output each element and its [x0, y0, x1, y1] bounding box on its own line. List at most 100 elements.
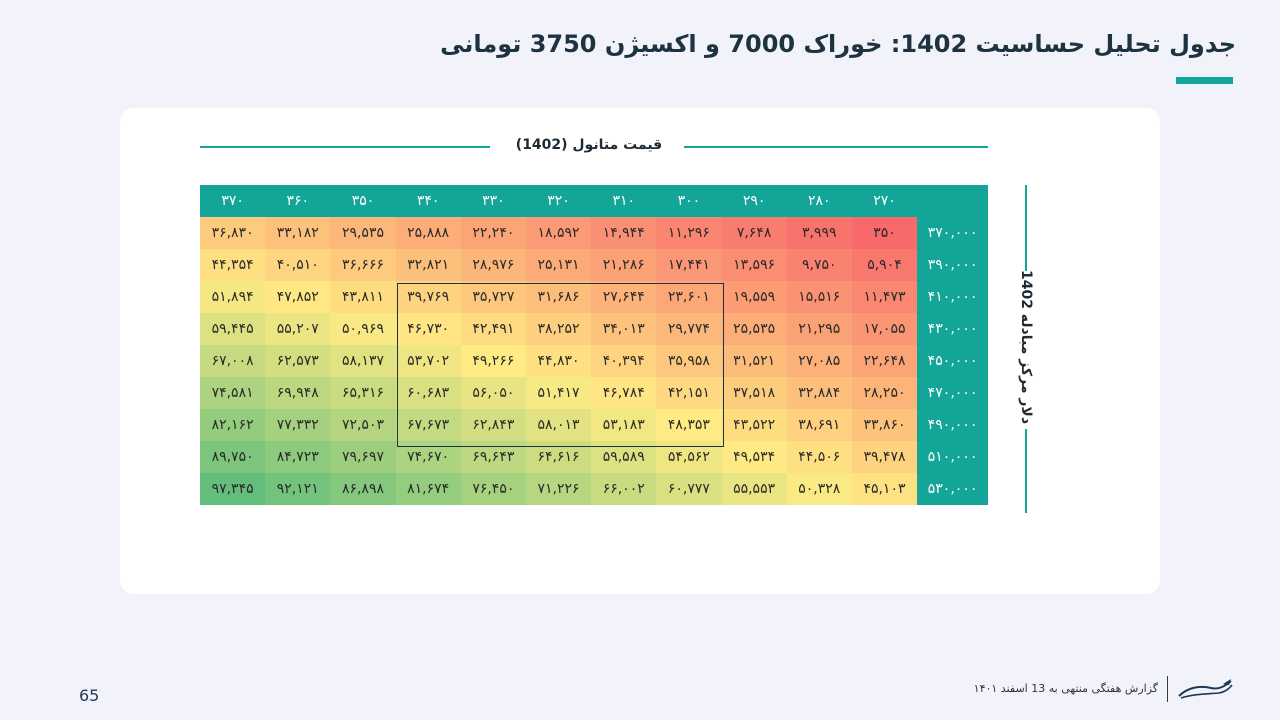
page-number: 65	[79, 686, 100, 705]
table-corner-cell	[917, 185, 989, 217]
table-row: ۴۹۰,۰۰۰ ۳۳,۸۶۰ ۳۸,۶۹۱ ۴۳,۵۲۲ ۴۸,۳۵۳ ۵۳,۱۸۳ ۵۸,…	[200, 409, 989, 441]
heatmap-cell: ۶۶,۰۰۲	[591, 473, 657, 505]
heatmap-cell: ۷,۶۴۸	[721, 217, 787, 249]
heatmap-cell: ۴۵,۱۰۳	[851, 473, 918, 505]
heatmap-cell: ۳۳,۱۸۲	[265, 217, 331, 249]
heatmap-cell: ۴۹,۵۳۴	[721, 441, 787, 473]
heatmap-cell: ۴۶,۷۳۰	[395, 313, 461, 345]
heatmap-cell: ۳۸,۶۹۱	[786, 409, 852, 441]
heatmap-cell: ۵۱,۸۹۴	[200, 281, 266, 313]
heatmap-cell: ۳۶,۸۳۰	[200, 217, 266, 249]
row-header-cell: ۴۳۰,۰۰۰	[917, 313, 989, 345]
heatmap-cell: ۵۵,۲۰۷	[265, 313, 331, 345]
table-row: ۴۷۰,۰۰۰ ۲۸,۲۵۰ ۳۲,۸۸۴ ۳۷,۵۱۸ ۴۲,۱۵۱ ۴۶,۷۸۴ ۵۱,…	[200, 377, 989, 409]
heatmap-cell: ۶۲,۸۴۳	[460, 409, 526, 441]
row-header-cell: ۳۹۰,۰۰۰	[917, 249, 989, 281]
heatmap-cell: ۷۴,۶۷۰	[395, 441, 461, 473]
heatmap-cell: ۴۰,۵۱۰	[265, 249, 331, 281]
heatmap-cell: ۶۹,۹۴۸	[265, 377, 331, 409]
heatmap-cell: ۷۱,۲۲۶	[525, 473, 592, 505]
column-header-cell: ۲۸۰	[786, 185, 852, 217]
heatmap-cell: ۲۵,۱۳۱	[525, 249, 592, 281]
heatmap-cell: ۸۶,۸۹۸	[330, 473, 396, 505]
heatmap-cell: ۶۴,۶۱۶	[525, 441, 592, 473]
column-header-cell: ۲۷۰	[851, 185, 918, 217]
column-header-cell: ۳۰۰	[656, 185, 722, 217]
column-axis-label: قیمت متانول (1402)	[515, 137, 663, 153]
heatmap-cell: ۱۷,۰۵۵	[851, 313, 918, 345]
title-underline	[1176, 77, 1233, 84]
row-header-cell: ۴۹۰,۰۰۰	[917, 409, 989, 441]
heatmap-cell: ۸۹,۷۵۰	[200, 441, 266, 473]
heatmap-cell: ۶۵,۳۱۶	[330, 377, 396, 409]
footer-divider	[1167, 676, 1168, 702]
heatmap-cell: ۷۷,۳۳۲	[265, 409, 331, 441]
row-header-cell: ۵۳۰,۰۰۰	[917, 473, 989, 505]
heatmap-cell: ۱۱,۲۹۶	[656, 217, 722, 249]
column-header-cell: ۳۷۰	[200, 185, 266, 217]
sensitivity-table: ۲۷۰ ۲۸۰ ۲۹۰ ۳۰۰ ۳۱۰ ۳۲۰ ۳۳۰ ۳۴۰ ۳۵۰ ۳۶۰ ۳۷۰ ۳۷۰,۰۰…	[200, 185, 989, 505]
heatmap-cell: ۵۵,۵۵۳	[721, 473, 787, 505]
heatmap-cell: ۳۶,۶۶۶	[330, 249, 396, 281]
heatmap-cell: ۵۰,۳۲۸	[786, 473, 852, 505]
heatmap-cell: ۵۹,۴۴۵	[200, 313, 266, 345]
heatmap-cell: ۱۷,۴۴۱	[656, 249, 722, 281]
heatmap-cell: ۲۹,۷۷۴	[656, 313, 722, 345]
heatmap-cell: ۳۳,۸۶۰	[851, 409, 918, 441]
heatmap-cell: ۱۸,۵۹۲	[525, 217, 592, 249]
row-axis-label: دلار مرکز مبادله 1402	[1018, 269, 1034, 425]
heatmap-cell: ۳۵,۹۵۸	[656, 345, 722, 377]
heatmap-cell: ۵۴,۵۶۲	[656, 441, 722, 473]
heatmap-cell: ۴۴,۳۵۴	[200, 249, 266, 281]
heatmap-cell: ۳۱,۵۲۱	[721, 345, 787, 377]
page-title: جدول تحلیل حساسیت 1402: خوراک 7000 و اکس…	[440, 30, 1236, 58]
row-header-cell: ۴۵۰,۰۰۰	[917, 345, 989, 377]
heatmap-cell: ۸۲,۱۶۲	[200, 409, 266, 441]
footer-report-text: گزارش هفتگی منتهی به 13 اسفند ۱۴۰۱	[973, 682, 1158, 695]
row-axis-line-bottom	[1025, 429, 1027, 513]
heatmap-cell: ۲۸,۲۵۰	[851, 377, 918, 409]
heatmap-cell: ۵۸,۱۳۷	[330, 345, 396, 377]
table-card: قیمت متانول (1402) ۲۷۰ ۲۸۰ ۲۹۰ ۳۰۰ ۳۱۰ ۳۲۰ ۳۳۰…	[120, 108, 1160, 594]
heatmap-cell: ۵۹,۵۸۹	[591, 441, 657, 473]
table-row: ۴۱۰,۰۰۰ ۱۱,۴۷۳ ۱۵,۵۱۶ ۱۹,۵۵۹ ۲۳,۶۰۱ ۲۷,۶۴۴ ۳۱,…	[200, 281, 989, 313]
heatmap-cell: ۶۷,۶۷۳	[395, 409, 461, 441]
heatmap-cell: ۴۲,۴۹۱	[460, 313, 526, 345]
heatmap-cell: ۲۹,۵۳۵	[330, 217, 396, 249]
heatmap-cell: ۳۸,۲۵۲	[525, 313, 592, 345]
heatmap-cell: ۶۲,۵۷۳	[265, 345, 331, 377]
table-row: ۴۵۰,۰۰۰ ۲۲,۶۴۸ ۲۷,۰۸۵ ۳۱,۵۲۱ ۳۵,۹۵۸ ۴۰,۳۹۴ ۴۴,…	[200, 345, 989, 377]
heatmap-cell: ۴۲,۱۵۱	[656, 377, 722, 409]
heatmap-cell: ۱۵,۵۱۶	[786, 281, 852, 313]
heatmap-cell: ۲۷,۶۴۴	[591, 281, 657, 313]
heatmap-cell: ۱۳,۵۹۶	[721, 249, 787, 281]
heatmap-cell: ۳۵,۷۲۷	[460, 281, 526, 313]
heatmap-cell: ۶۰,۶۸۳	[395, 377, 461, 409]
column-header-cell: ۳۱۰	[591, 185, 657, 217]
heatmap-cell: ۶۹,۶۴۳	[460, 441, 526, 473]
row-header-cell: ۴۱۰,۰۰۰	[917, 281, 989, 313]
table-row: ۳۷۰,۰۰۰ ۳۵۰ ۳,۹۹۹ ۷,۶۴۸ ۱۱,۲۹۶ ۱۴,۹۴۴ ۱۸,۵۹۲ ۲۲…	[200, 217, 989, 249]
column-header-cell: ۳۲۰	[525, 185, 592, 217]
row-axis-header: دلار مرکز مبادله 1402	[1014, 185, 1038, 513]
heatmap-cell: ۴۶,۷۸۴	[591, 377, 657, 409]
column-axis-line-left	[200, 146, 490, 148]
heatmap-cell: ۶۰,۷۷۷	[656, 473, 722, 505]
heatmap-cell: ۱۴,۹۴۴	[591, 217, 657, 249]
heatmap-cell: ۹,۷۵۰	[786, 249, 852, 281]
table-header-row: ۲۷۰ ۲۸۰ ۲۹۰ ۳۰۰ ۳۱۰ ۳۲۰ ۳۳۰ ۳۴۰ ۳۵۰ ۳۶۰ ۳۷۰	[200, 185, 989, 217]
column-header-cell: ۲۹۰	[721, 185, 787, 217]
row-header-cell: ۴۷۰,۰۰۰	[917, 377, 989, 409]
heatmap-cell: ۴۰,۳۹۴	[591, 345, 657, 377]
heatmap-cell: ۲۸,۹۷۶	[460, 249, 526, 281]
table-row: ۵۱۰,۰۰۰ ۳۹,۴۷۸ ۴۴,۵۰۶ ۴۹,۵۳۴ ۵۴,۵۶۲ ۵۹,۵۸۹ ۶۴,…	[200, 441, 989, 473]
column-axis-header: قیمت متانول (1402)	[200, 134, 988, 160]
column-axis-line-right	[684, 146, 988, 148]
heatmap-cell: ۹۲,۱۲۱	[265, 473, 331, 505]
heatmap-cell: ۹۷,۳۴۵	[200, 473, 266, 505]
heatmap-cell: ۵۰,۹۶۹	[330, 313, 396, 345]
heatmap-cell: ۳۹,۴۷۸	[851, 441, 918, 473]
heatmap-cell: ۳۲,۸۸۴	[786, 377, 852, 409]
heatmap-cell: ۴۹,۲۶۶	[460, 345, 526, 377]
heatmap-cell: ۴۸,۳۵۳	[656, 409, 722, 441]
